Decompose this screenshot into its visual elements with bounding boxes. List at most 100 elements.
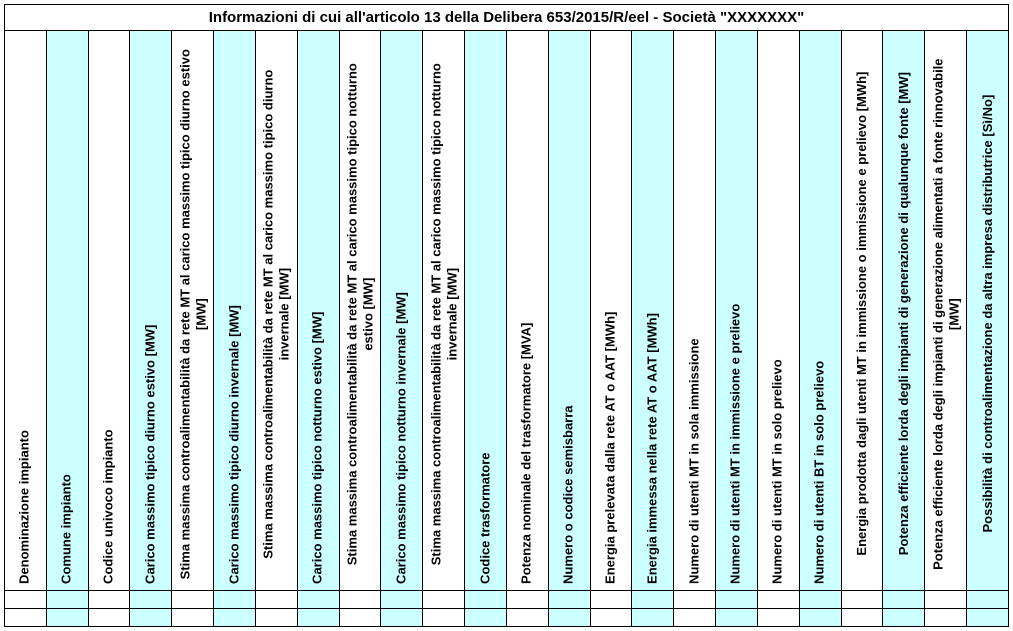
data-cell (46, 591, 88, 609)
header-row: Denominazione impianto Comune impianto Cod… (5, 31, 1009, 591)
data-body (5, 591, 1009, 627)
data-cell (88, 609, 130, 627)
data-cell (757, 609, 799, 627)
column-header: Codice univoco impianto (88, 31, 130, 591)
data-cell (925, 609, 967, 627)
info-table: Informazioni di cui all'articolo 13 dell… (4, 4, 1009, 627)
data-cell (590, 591, 632, 609)
data-cell (716, 591, 758, 609)
column-header-label: Codice univoco impianto (102, 429, 117, 584)
column-header: Numero di utenti MT in solo prelievo (757, 31, 799, 591)
data-cell (88, 591, 130, 609)
data-cell (841, 591, 883, 609)
column-header-label: Stima massima controalimentabilità da re… (428, 44, 459, 584)
data-cell (465, 591, 507, 609)
column-header: Comune impianto (46, 31, 88, 591)
table-title: Informazioni di cui all'articolo 13 dell… (5, 5, 1009, 31)
column-header: Energia prodotta dagli utenti MT in immi… (841, 31, 883, 591)
column-header: Numero di utenti MT in immissione e prel… (716, 31, 758, 591)
column-header: Carico massimo tipico notturno estivo [M… (297, 31, 339, 591)
column-header: Energia prelevata dalla rete AT o AAT [M… (590, 31, 632, 591)
table-row (5, 591, 1009, 609)
data-cell (799, 591, 841, 609)
data-cell (967, 609, 1009, 627)
column-header: Potenza efficiente lorda degli impianti … (925, 31, 967, 591)
data-cell (339, 609, 381, 627)
column-header: Numero di utenti MT in sola immissione (674, 31, 716, 591)
column-header: Numero di utenti BT in solo prelievo (799, 31, 841, 591)
column-header-label: Carico massimo tipico diurno estivo [MW] (143, 325, 158, 584)
column-header-label: Numero di utenti MT in sola immissione (687, 338, 702, 584)
column-header-label: Potenza efficiente lorda degli impianti … (930, 44, 961, 584)
data-cell (506, 591, 548, 609)
title-row: Informazioni di cui all'articolo 13 dell… (5, 5, 1009, 31)
data-cell (883, 591, 925, 609)
column-header-label: Potenza nominale del trasformatore [MVA] (520, 323, 535, 584)
column-header-label: Carico massimo tipico diurno invernale [… (227, 305, 242, 584)
data-cell (423, 609, 465, 627)
data-cell (548, 609, 590, 627)
data-cell (674, 609, 716, 627)
column-header: Potenza nominale del trasformatore [MVA] (506, 31, 548, 591)
data-cell (172, 609, 214, 627)
column-header-label: Carico massimo tipico notturno estivo [M… (311, 312, 326, 584)
data-cell (548, 591, 590, 609)
column-header-label: Possibilità di controalimentazione da al… (980, 44, 996, 584)
column-header-label: Numero o codice semisbarra (562, 406, 577, 584)
column-header-label: Energia prodotta dagli utenti MT in immi… (854, 44, 870, 584)
data-cell (716, 609, 758, 627)
data-cell (255, 609, 297, 627)
data-cell (5, 609, 47, 627)
data-cell (297, 609, 339, 627)
column-header: Carico massimo tipico notturno invernale… (381, 31, 423, 591)
data-cell (339, 591, 381, 609)
data-cell (297, 591, 339, 609)
data-cell (172, 591, 214, 609)
column-header: Energia immessa nella rete AT o AAT [MWh… (632, 31, 674, 591)
data-cell (674, 591, 716, 609)
column-header-label: Denominazione impianto (18, 430, 33, 584)
column-header: Codice trasformatore (465, 31, 507, 591)
column-header: Stima massima controalimentabilità da re… (172, 31, 214, 591)
column-header-label: Stima massima controalimentabilità da re… (261, 44, 292, 584)
data-cell (46, 609, 88, 627)
data-cell (799, 609, 841, 627)
column-header-label: Carico massimo tipico notturno invernale… (394, 292, 409, 584)
data-cell (967, 591, 1009, 609)
column-header-label: Stima massima controalimentabilità da re… (344, 44, 375, 584)
column-header-label: Energia prelevata dalla rete AT o AAT [M… (604, 312, 619, 584)
column-header-label: Stima massima controalimentabilità da re… (177, 44, 208, 584)
column-header-label: Potenza efficiente lorda degli impianti … (896, 44, 912, 584)
data-cell (757, 591, 799, 609)
data-cell (632, 591, 674, 609)
column-header-label: Numero di utenti BT in solo prelievo (813, 361, 828, 584)
data-cell (214, 609, 256, 627)
column-header: Carico massimo tipico diurno estivo [MW] (130, 31, 172, 591)
column-header: Stima massima controalimentabilità da re… (255, 31, 297, 591)
column-header: Stima massima controalimentabilità da re… (423, 31, 465, 591)
column-header: Carico massimo tipico diurno invernale [… (214, 31, 256, 591)
data-cell (841, 609, 883, 627)
data-cell (465, 609, 507, 627)
data-cell (214, 591, 256, 609)
data-cell (381, 609, 423, 627)
data-cell (5, 591, 47, 609)
data-cell (130, 609, 172, 627)
data-cell (632, 609, 674, 627)
column-header-label: Numero di utenti MT in immissione e prel… (729, 304, 744, 584)
data-cell (925, 591, 967, 609)
column-header-label: Codice trasformatore (478, 453, 493, 584)
column-header: Potenza efficiente lorda degli impianti … (883, 31, 925, 591)
column-header: Stima massima controalimentabilità da re… (339, 31, 381, 591)
column-header: Numero o codice semisbarra (548, 31, 590, 591)
data-cell (506, 609, 548, 627)
table-row (5, 609, 1009, 627)
data-cell (255, 591, 297, 609)
data-cell (423, 591, 465, 609)
column-header-label: Energia immessa nella rete AT o AAT [MWh… (645, 313, 660, 584)
data-cell (130, 591, 172, 609)
data-cell (883, 609, 925, 627)
column-header: Possibilità di controalimentazione da al… (967, 31, 1009, 591)
column-header: Denominazione impianto (5, 31, 47, 591)
data-cell (381, 591, 423, 609)
